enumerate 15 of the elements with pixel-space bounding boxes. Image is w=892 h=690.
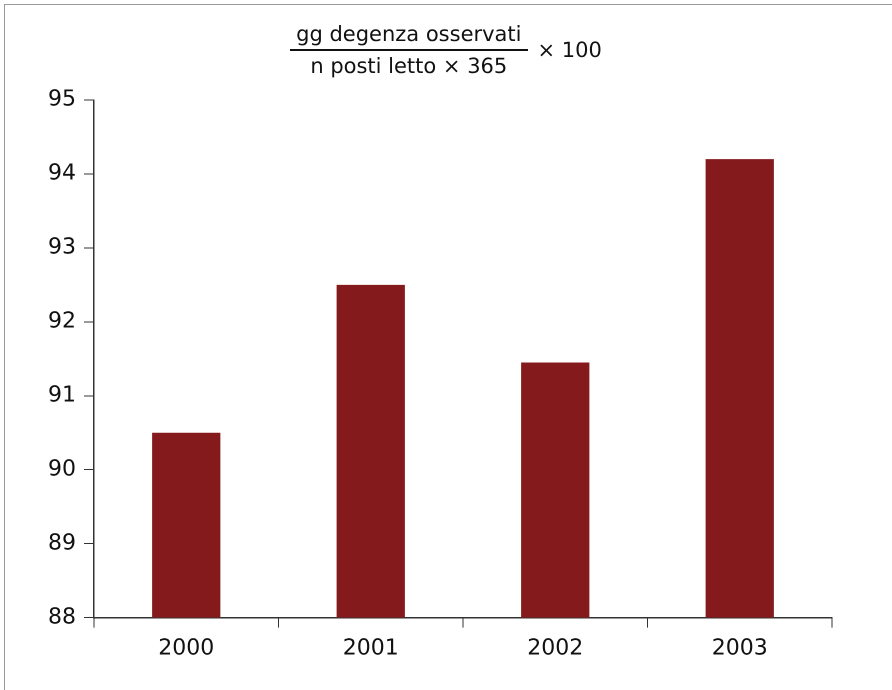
y-tick-label: 95 (48, 86, 76, 112)
x-tick-label: 2003 (712, 636, 768, 661)
x-tick-label: 2002 (527, 636, 584, 661)
y-tick-label: 91 (48, 382, 76, 408)
x-tick-label: 2001 (342, 636, 399, 661)
y-tick-label: 94 (48, 160, 76, 186)
y-tick-label: 88 (48, 604, 76, 630)
chart-title: gg degenza osservati (290, 22, 528, 51)
y-tick-label: 90 (48, 456, 76, 482)
y-tick-label: 93 (48, 234, 76, 260)
x-tick-label: 2000 (158, 636, 214, 661)
y-tick-label: 89 (48, 530, 76, 556)
chart-subtitle: n posti letto × 365 (309, 53, 508, 78)
text: × 100 (538, 38, 602, 62)
y-tick-label: 92 (48, 308, 76, 334)
